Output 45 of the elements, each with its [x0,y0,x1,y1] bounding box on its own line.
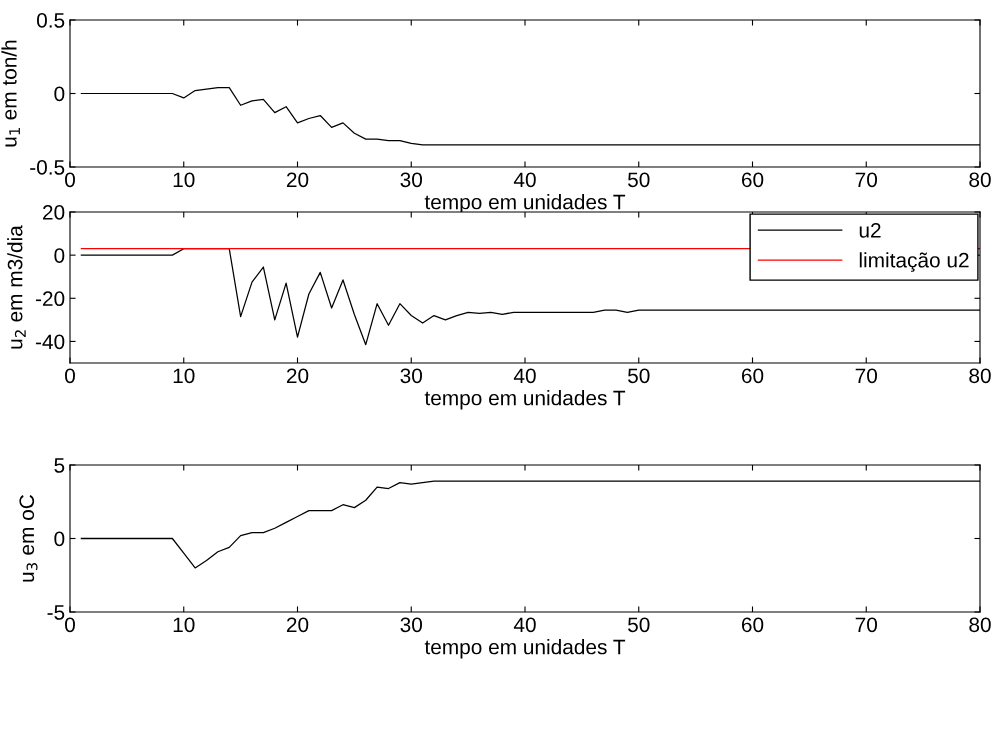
x-tick-label: 0 [65,368,75,384]
y-tick-label: 20 [43,205,65,220]
x-tick-label: 60 [741,368,764,384]
x-tick-label: 80 [969,368,991,384]
y-tick-label: 0 [54,248,65,263]
y-tick-label: -0.5 [30,160,65,175]
x-tick-label: 10 [173,368,195,384]
x-tick-label: 20 [286,172,309,188]
y-tick-label: 0.5 [36,13,65,28]
y-tick-label: 5 [54,458,65,473]
x-tick-label: 30 [400,617,423,633]
x-tick-label: 30 [400,368,423,384]
x-tick-label: 0 [65,617,75,633]
x-tick-label: 20 [286,617,309,633]
x-tick-label: 40 [513,172,536,188]
x-tick-label: 20 [286,368,309,384]
x-tick-label: 50 [628,368,650,384]
x-tick-label: 60 [741,617,764,633]
y-tick-label: -20 [35,291,65,307]
x-tick-label: 30 [400,172,423,188]
x-tick-label: 50 [628,617,650,633]
x-tick-label: 10 [173,617,195,633]
x-tick-label: 80 [969,617,991,633]
x-tick-label: 10 [173,172,195,188]
y-tick-label: -40 [35,334,65,350]
x-axis-title: tempo em unidades T [424,194,626,214]
legend-label: limitação u2 [859,252,969,272]
x-tick-label: 70 [855,172,878,188]
x-axis-title: tempo em unidades T [424,390,626,410]
y-axis-title: u$_{3}$ em oC [19,494,38,582]
legend-label: u2 [859,222,881,238]
x-tick-label: 70 [855,368,878,384]
x-axis-title: tempo em unidades T [424,639,626,659]
x-tick-label: 80 [969,172,991,188]
x-tick-label: 70 [855,617,878,633]
x-tick-label: 40 [513,617,536,633]
x-tick-label: 40 [513,368,536,384]
y-tick-label: 0 [54,531,65,547]
y-axis-title: u$_{2}$ em m3/dia [7,225,26,349]
x-tick-label: 60 [741,172,764,188]
y-axis-title: u$_{1}$ em ton/h [1,40,20,147]
y-tick-label: 0 [54,86,65,102]
y-tick-label: -5 [47,605,65,620]
x-tick-label: 0 [65,172,75,188]
x-tick-label: 50 [628,172,650,188]
